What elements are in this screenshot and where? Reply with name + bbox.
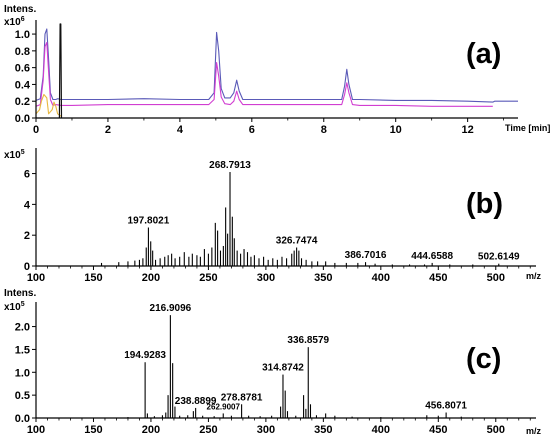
x-tick-label: 8 xyxy=(321,124,327,136)
peak-label: 262.9007 xyxy=(207,402,241,411)
panel-b-spectrum: x105 (b) m/z 197.8021 268.7913 326.7474 386… xyxy=(4,148,542,284)
x-tick-label: 2 xyxy=(105,124,111,136)
x-tick-label: 150 xyxy=(84,272,102,284)
panel-a-ylabel: Intens. xyxy=(4,4,36,15)
peak-label: 238.8899 xyxy=(175,396,217,407)
peak-label: 336.8579 xyxy=(287,335,329,346)
panel-a-xlabel: Time [min] xyxy=(505,123,550,133)
x-tick-label: 100 xyxy=(27,424,45,436)
peak-label: 326.7474 xyxy=(276,236,318,247)
y-tick-label: 0.5 xyxy=(15,390,30,402)
panel-a-y-multiplier-exp: 6 xyxy=(21,16,25,23)
y-tick-label: 0.8 xyxy=(15,46,30,58)
x-tick-label: 200 xyxy=(142,272,160,284)
peak-label: 194.9283 xyxy=(124,350,166,361)
panel-a-chromatogram: Intens. x106 (a) Time [min] 0.00.20.40.6… xyxy=(4,4,550,136)
x-tick-label: 350 xyxy=(314,272,332,284)
peak-label: 216.9096 xyxy=(150,303,192,314)
x-tick-label: 350 xyxy=(314,424,332,436)
peak-label: 197.8021 xyxy=(128,215,170,226)
panel-c-y-multiplier-exp: 5 xyxy=(21,301,25,308)
y-tick-label: 1.5 xyxy=(15,344,30,356)
y-tick-label: 2.0 xyxy=(15,322,30,334)
x-tick-label: 10 xyxy=(390,124,402,136)
x-tick-label: 100 xyxy=(27,272,45,284)
x-tick-label: 200 xyxy=(142,424,160,436)
peak-label: 456.8071 xyxy=(425,401,467,412)
panel-c-letter: (c) xyxy=(466,343,501,375)
peak-label: 314.8742 xyxy=(262,363,304,374)
x-tick-label: 4 xyxy=(177,124,184,136)
y-tick-label: 0.0 xyxy=(15,413,30,425)
y-tick-label: 0 xyxy=(24,261,30,273)
panel-a-y-multiplier-base: x10 xyxy=(4,17,21,28)
x-tick-label: 300 xyxy=(257,272,275,284)
panel-a-letter: (a) xyxy=(466,38,501,70)
x-tick-label: 400 xyxy=(372,424,390,436)
panel-c-spectrum: Intens. x105 (c) m/z 194.9283 216.9096 238… xyxy=(4,288,542,436)
x-tick-label: 500 xyxy=(487,424,505,436)
panel-c-xlabel: m/z xyxy=(526,426,542,436)
x-tick-label: 300 xyxy=(257,424,275,436)
panel-b-y-multiplier: x105 xyxy=(4,149,25,161)
chromatogram-trace-4 xyxy=(58,23,63,119)
x-tick-label: 150 xyxy=(84,424,102,436)
peak-label: 386.7016 xyxy=(345,250,387,261)
y-tick-label: 2 xyxy=(24,230,30,242)
panel-b-letter: (b) xyxy=(466,188,503,220)
panel-b-y-multiplier-base: x10 xyxy=(4,150,21,161)
x-tick-label: 500 xyxy=(487,272,505,284)
peak-label: 444.6588 xyxy=(411,251,453,262)
y-tick-label: 4 xyxy=(24,199,31,211)
y-tick-label: 6 xyxy=(24,169,30,181)
panel-c-y-multiplier-base: x10 xyxy=(4,302,21,313)
x-tick-label: 12 xyxy=(462,124,474,136)
x-tick-label: 450 xyxy=(429,272,447,284)
x-tick-label: 0 xyxy=(33,124,39,136)
y-tick-label: 1.0 xyxy=(15,367,30,379)
x-tick-label: 6 xyxy=(249,124,255,136)
panel-b-xlabel: m/z xyxy=(526,271,542,281)
x-tick-label: 250 xyxy=(199,272,217,284)
chromatogram-trace-2 xyxy=(35,41,493,107)
panel-c-y-multiplier: x105 xyxy=(4,301,25,313)
y-tick-label: 0.0 xyxy=(15,113,30,125)
x-tick-label: 450 xyxy=(429,424,447,436)
y-tick-label: 0.6 xyxy=(15,63,30,75)
chromatogram-trace-3 xyxy=(35,93,62,117)
peak-label: 278.8781 xyxy=(221,392,263,403)
y-tick-label: 0.4 xyxy=(15,79,31,91)
peak-label: 502.6149 xyxy=(478,252,520,263)
panel-a-y-multiplier: x106 xyxy=(4,16,25,28)
x-tick-label: 400 xyxy=(372,272,390,284)
panel-c-ylabel: Intens. xyxy=(4,288,36,299)
y-tick-label: 1.0 xyxy=(15,29,30,41)
y-tick-label: 0.2 xyxy=(15,96,30,108)
x-tick-label: 250 xyxy=(199,424,217,436)
peak-label: 268.7913 xyxy=(209,160,251,171)
chromatogram-trace-1 xyxy=(35,28,518,103)
panel-b-y-multiplier-exp: 5 xyxy=(21,149,25,156)
